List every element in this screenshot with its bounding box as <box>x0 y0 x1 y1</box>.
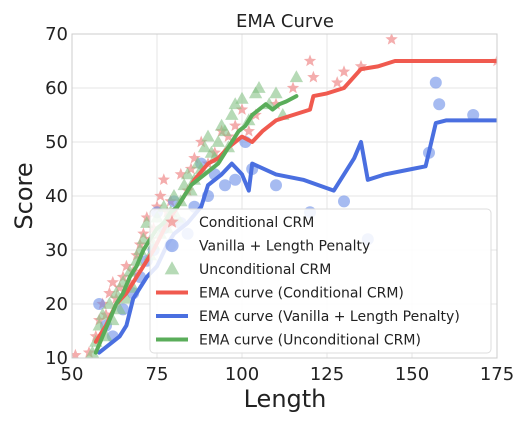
star-point <box>72 348 82 358</box>
star-point <box>120 259 133 272</box>
y-tick-label: 30 <box>45 240 68 261</box>
star-point <box>303 54 317 67</box>
y-tick-label: 60 <box>45 78 68 99</box>
y-axis-ticks: 10 20 30 40 50 60 70 <box>45 24 68 369</box>
circle-point <box>93 298 106 310</box>
circle-point <box>270 179 282 192</box>
star-point <box>188 151 201 164</box>
triangle-point <box>225 108 239 120</box>
legend-label: EMA curve (Conditional CRM) <box>199 286 404 302</box>
legend-circle-marker <box>165 238 179 253</box>
star-point <box>229 119 242 132</box>
triangle-point <box>197 140 212 153</box>
star-point <box>385 34 398 45</box>
triangle-point <box>180 167 195 180</box>
legend: Conditional CRM Vanilla + Length Penalty U… <box>149 208 492 354</box>
star-point <box>195 135 208 148</box>
triangle-point <box>112 302 127 315</box>
circle-point <box>338 195 350 208</box>
ema-series-line <box>93 59 497 344</box>
triangle-point <box>211 135 225 147</box>
ema-line-layer <box>93 59 497 355</box>
circle-point <box>219 179 231 192</box>
triangle-point <box>218 124 232 137</box>
star-point <box>354 59 368 72</box>
y-tick-label: 20 <box>45 294 68 315</box>
x-tick-label: 175 <box>480 364 514 385</box>
triangle-point <box>289 70 304 83</box>
triangle-point <box>228 97 242 110</box>
triangle-point <box>194 162 208 174</box>
star-point <box>242 124 255 137</box>
triangle-point <box>167 189 181 201</box>
triangle-point <box>252 81 266 93</box>
triangle-point <box>102 297 117 309</box>
legend-label: Vanilla + Length Penalty <box>199 239 370 255</box>
ema-series-line <box>97 118 497 355</box>
star-point <box>337 65 351 78</box>
star-point <box>307 70 320 83</box>
star-point <box>235 103 249 115</box>
ema-series-line <box>93 94 299 355</box>
y-tick-label: 40 <box>45 186 68 207</box>
star-point <box>106 275 119 288</box>
x-axis-label: Length <box>244 385 327 413</box>
star-point <box>184 162 198 175</box>
x-tick-label: 100 <box>225 364 259 385</box>
triangle-point <box>119 291 134 304</box>
star-point <box>103 286 116 299</box>
triangle-point <box>269 86 283 99</box>
legend-label: EMA curve (Unconditional CRM) <box>199 333 421 349</box>
legend-label: Unconditional CRM <box>199 262 331 278</box>
chart-title: EMA Curve <box>236 11 334 32</box>
x-tick-label: 75 <box>146 364 169 385</box>
star-point <box>269 97 283 110</box>
circle-point <box>229 173 242 186</box>
star-point <box>150 200 164 213</box>
y-axis-label: Score <box>10 162 38 229</box>
legend-box <box>149 208 492 354</box>
star-point <box>286 81 300 94</box>
star-point <box>154 189 167 202</box>
star-point <box>331 76 344 88</box>
legend-label: EMA curve (Vanilla + Length Penalty) <box>199 309 460 325</box>
triangle-point <box>201 129 215 142</box>
star-point <box>174 167 187 180</box>
legend-items: Conditional CRM Vanilla + Length Penalty U… <box>156 214 460 349</box>
triangle-point <box>95 307 110 320</box>
legend-label: Conditional CRM <box>199 215 314 231</box>
circle-point <box>433 98 446 111</box>
triangle-point <box>235 91 249 104</box>
plot-frame <box>71 33 498 359</box>
x-axis-ticks: 50 75 100 125 150 175 <box>61 364 515 385</box>
y-tick-label: 50 <box>45 132 68 153</box>
legend-star-marker <box>165 214 179 228</box>
circle-point <box>429 76 442 89</box>
x-tick-label: 50 <box>61 364 84 385</box>
star-point <box>157 173 170 186</box>
x-tick-label: 125 <box>310 364 344 385</box>
legend-triangle-marker <box>164 261 180 275</box>
y-tick-label: 70 <box>45 24 68 45</box>
circle-point <box>467 109 480 121</box>
x-tick-label: 150 <box>395 364 429 385</box>
y-tick-label: 10 <box>45 348 68 369</box>
